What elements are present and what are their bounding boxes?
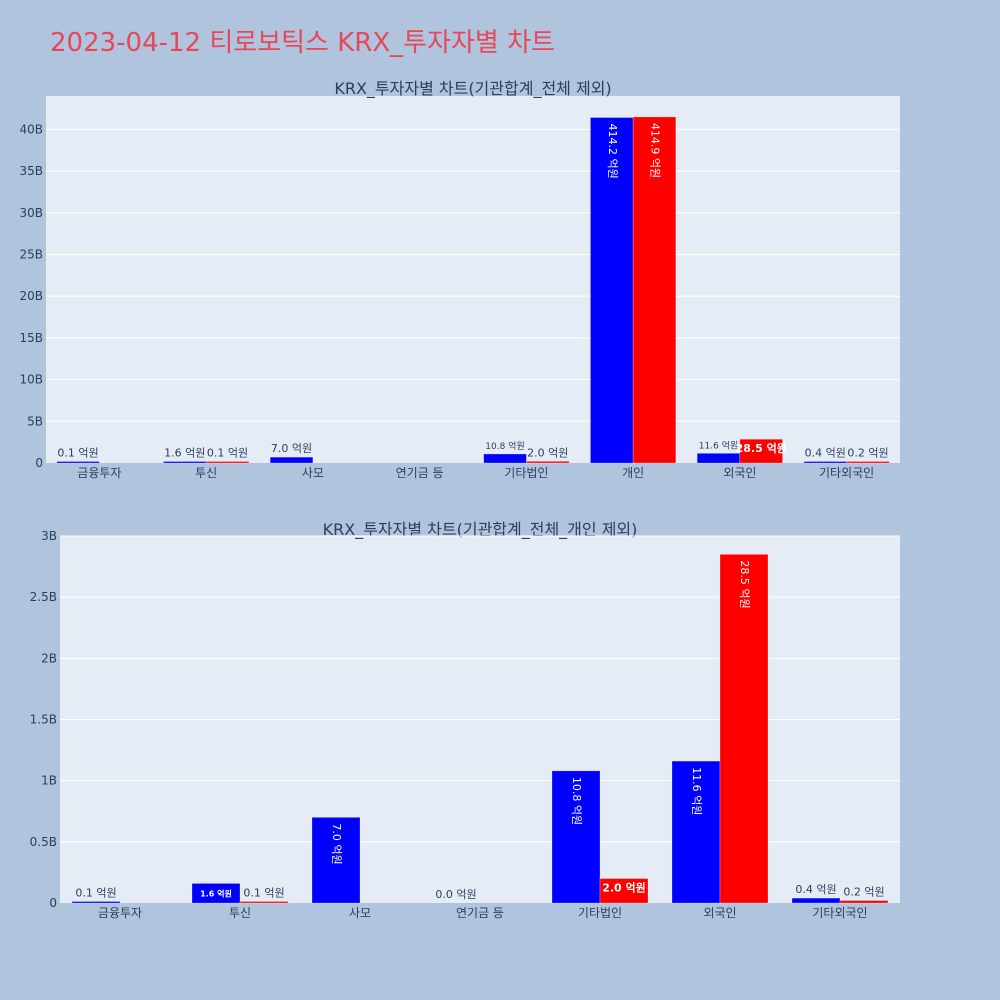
data-label: 414.2 억원	[606, 124, 619, 179]
bar-sell	[739, 438, 783, 464]
bar-buy	[311, 817, 361, 904]
data-label: 10.8 억원	[485, 440, 524, 452]
data-label: 10.8 억원	[570, 777, 583, 825]
data-label: 0.1 억원	[243, 887, 284, 900]
bar-buy	[590, 117, 634, 464]
x-tick-label: 연기금 등	[456, 906, 504, 920]
data-label: 0.4 억원	[805, 447, 846, 460]
bar-sell	[526, 461, 570, 464]
plot-area	[46, 96, 900, 463]
data-label: 0.1 억원	[75, 887, 116, 900]
x-tick-label: 사모	[302, 466, 324, 480]
data-label: 7.0 억원	[271, 442, 312, 455]
data-label: 11.6 억원	[690, 767, 703, 815]
bar-buy	[191, 883, 241, 904]
page-title: 2023-04-12 티로보틱스 KRX_투자자별 차트	[50, 28, 555, 58]
x-tick-label: 기타외국인	[812, 906, 867, 920]
bar-buy	[483, 453, 527, 464]
y-tick-label: 0	[49, 896, 57, 910]
chart-krx-excluding-institutional-total: KRX_투자자별 차트(기관합계_전체 제외) 0 5B 10B 15B 20B 25B 30…	[19, 79, 900, 480]
chart-title: KRX_투자자별 차트(기관합계_전체 제외)	[334, 79, 611, 99]
bar-sell	[599, 878, 649, 904]
bar-sell	[719, 554, 769, 904]
x-tick-label: 외국인	[723, 466, 756, 480]
y-tick-label: 40B	[19, 122, 43, 136]
y-tick-label: 0	[35, 456, 43, 470]
data-label: 0.2 억원	[843, 886, 884, 899]
chart-title: KRX_투자자별 차트(기관합계_전체_개인 제외)	[323, 520, 638, 540]
bar-buy	[269, 456, 314, 464]
data-label: 7.0 억원	[330, 823, 343, 864]
y-tick-label: 5B	[27, 414, 43, 428]
bar-buy	[551, 770, 601, 904]
y-tick-label: 15B	[19, 331, 43, 345]
bar-sell	[205, 461, 250, 464]
x-tick-label: 투신	[195, 466, 217, 480]
x-tick-label: 금융투자	[98, 906, 142, 920]
data-label: 0.0 억원	[435, 888, 476, 901]
x-tick-label: 투신	[229, 906, 251, 920]
x-tick-label: 사모	[349, 906, 371, 920]
bar-buy	[791, 897, 841, 904]
x-tick-label: 기타법인	[578, 906, 622, 920]
y-tick-label: 30B	[19, 206, 43, 220]
y-tick-label: 0.5B	[30, 835, 57, 849]
bar-buy	[56, 461, 100, 464]
bar-sell	[239, 901, 289, 904]
x-tick-label: 기타법인	[504, 466, 548, 480]
data-label: 0.2 억원	[847, 447, 888, 460]
data-label: 0.1 억원	[57, 447, 98, 460]
bar-sell	[632, 116, 677, 464]
y-tick-label: 10B	[19, 373, 43, 387]
y-tick-label: 3B	[41, 529, 57, 543]
x-tick-label: 개인	[622, 466, 644, 480]
y-tick-label: 20B	[19, 289, 43, 303]
data-label: 1.6 억원	[200, 888, 232, 898]
y-tick-label: 2.5B	[30, 590, 57, 604]
y-tick-label: 25B	[19, 247, 43, 261]
y-tick-label: 35B	[19, 164, 43, 178]
data-label: 2.0 억원	[527, 446, 568, 459]
x-tick-label: 기타외국인	[819, 466, 874, 480]
y-tick-label: 1.5B	[30, 713, 57, 727]
data-label: 28.5 억원	[736, 441, 787, 455]
data-label: 11.6 억원	[699, 439, 738, 451]
bar-buy	[671, 760, 721, 904]
y-tick-label: 2B	[41, 651, 57, 665]
data-label: 2.0 억원	[602, 881, 646, 895]
y-tick-label: 1B	[41, 774, 57, 788]
bar-sell	[839, 900, 889, 904]
data-label: 1.6 억원	[164, 447, 205, 460]
chart-krx-excluding-institutional-total-and-individual: KRX_투자자별 차트(기관합계_전체_개인 제외) 0 0.5B 1B 1.5B 2B 2…	[30, 520, 900, 920]
data-label: 414.9 억원	[648, 123, 661, 178]
bar-buy	[71, 901, 121, 904]
x-tick-label: 금융투자	[77, 466, 121, 480]
data-label: 28.5 억원	[738, 560, 751, 608]
x-tick-label: 외국인	[703, 906, 736, 920]
x-tick-label: 연기금 등	[396, 466, 444, 480]
data-label: 0.1 억원	[207, 447, 248, 460]
bar-sell	[846, 461, 890, 464]
data-label: 0.4 억원	[795, 883, 836, 896]
